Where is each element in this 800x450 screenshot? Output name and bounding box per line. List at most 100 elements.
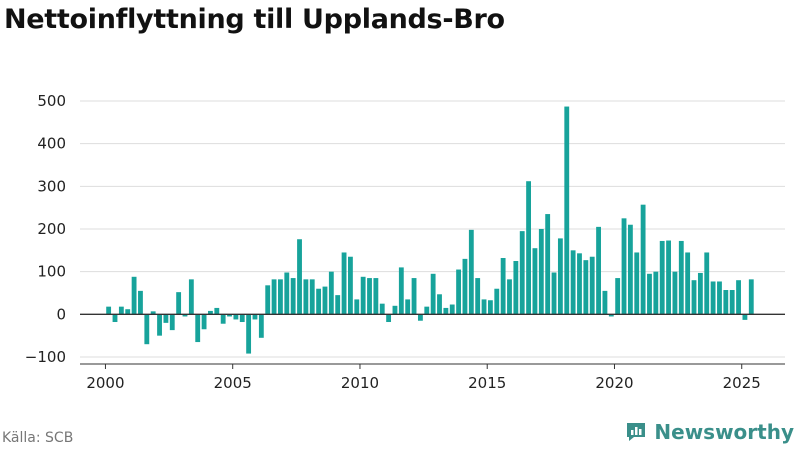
bar	[112, 314, 118, 323]
bar	[417, 314, 423, 321]
bar	[271, 279, 277, 315]
bar	[335, 295, 341, 315]
bar	[691, 280, 697, 315]
x-tick-label: 2010	[341, 374, 379, 392]
bar	[201, 314, 207, 330]
bar	[513, 261, 519, 315]
bar	[577, 253, 582, 315]
bar	[519, 231, 525, 315]
axes	[80, 313, 785, 369]
bar	[678, 240, 684, 315]
bar	[106, 306, 112, 315]
bar	[545, 214, 551, 315]
bar	[131, 276, 137, 315]
bar	[220, 314, 226, 324]
bar	[182, 314, 188, 317]
bar	[354, 299, 360, 315]
bar	[551, 272, 557, 315]
bar	[367, 278, 372, 315]
bar	[437, 294, 442, 315]
bar	[233, 314, 239, 320]
y-tick-label: 500	[37, 92, 66, 110]
bar	[640, 204, 646, 315]
bar	[392, 305, 398, 315]
bar	[284, 272, 290, 315]
bar	[449, 304, 455, 315]
bar	[138, 290, 143, 315]
bar	[176, 292, 182, 315]
bar	[583, 260, 589, 315]
bar	[672, 271, 678, 315]
bar	[379, 303, 385, 315]
bar	[634, 252, 640, 315]
bar	[494, 288, 500, 315]
bar	[596, 226, 601, 315]
brand-logo: Newsworthy	[624, 420, 794, 444]
bar	[710, 281, 716, 315]
bar	[736, 280, 741, 315]
bar	[348, 256, 353, 315]
bar	[246, 314, 252, 354]
bar	[557, 238, 563, 315]
bars	[106, 106, 754, 354]
bar	[748, 279, 754, 315]
bar	[697, 272, 703, 315]
bar	[424, 306, 430, 315]
bar	[125, 309, 131, 315]
x-tick-label: 2015	[468, 374, 506, 392]
bar	[532, 248, 538, 315]
bar	[602, 290, 608, 315]
bar	[278, 279, 283, 315]
bar	[564, 106, 570, 315]
bar	[398, 267, 404, 315]
bar	[188, 279, 194, 315]
bar	[411, 278, 417, 315]
bar	[685, 252, 691, 315]
bar	[341, 252, 347, 315]
bar	[265, 285, 271, 315]
y-tick-label: −100	[25, 348, 66, 366]
bar	[303, 279, 309, 315]
bar	[195, 314, 201, 343]
bar	[717, 281, 722, 315]
x-tick-label: 2005	[214, 374, 252, 392]
bar	[214, 307, 220, 315]
y-tick-label: 400	[37, 135, 66, 153]
bar	[386, 314, 392, 323]
bar	[309, 279, 315, 315]
bar	[704, 252, 710, 315]
bar	[653, 271, 659, 315]
bar	[239, 314, 245, 323]
bar	[507, 279, 512, 315]
bar	[456, 269, 462, 315]
bar	[462, 258, 468, 315]
bar	[157, 314, 162, 336]
bar	[538, 229, 544, 315]
bar	[481, 299, 487, 315]
y-tick-label: 100	[37, 263, 66, 281]
brand-name: Newsworthy	[654, 420, 794, 444]
bar	[169, 314, 175, 331]
bar	[487, 300, 493, 315]
source-label: Källa: SCB	[2, 430, 74, 446]
bar	[500, 258, 506, 315]
bar	[666, 240, 671, 315]
bar	[615, 278, 621, 315]
bar	[252, 314, 258, 320]
bar	[589, 256, 595, 315]
bar	[430, 273, 436, 315]
bar	[647, 273, 652, 315]
bar	[468, 229, 474, 315]
bar	[729, 290, 735, 315]
bar	[627, 224, 633, 315]
bar	[227, 314, 232, 317]
bar	[608, 314, 614, 317]
bar	[360, 276, 366, 315]
bar	[297, 239, 302, 315]
bar	[373, 278, 379, 315]
bar	[405, 299, 411, 315]
bar	[443, 307, 449, 315]
bar	[621, 218, 627, 315]
bar	[150, 311, 156, 315]
